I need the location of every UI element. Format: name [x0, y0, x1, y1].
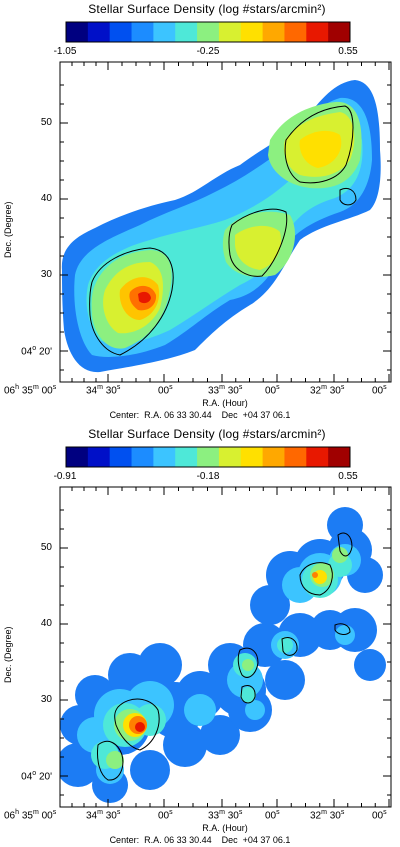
colorbar-swatch [153, 447, 176, 467]
colorbar [65, 21, 351, 43]
density-field [61, 80, 381, 373]
colorbar-swatch [262, 22, 285, 42]
colorbar-swatch [131, 447, 154, 467]
colorbar-tick-label: -0.25 [196, 46, 220, 57]
y-tick-label: 30 [40, 269, 52, 280]
colorbar [65, 446, 351, 468]
colorbar-swatch [240, 447, 264, 467]
axis-ticks [59, 487, 391, 807]
colorbar-swatch [328, 447, 351, 467]
axis-ticks [59, 62, 391, 382]
colorbar-swatch [175, 22, 198, 42]
x-tick-label: 00s [372, 384, 387, 397]
colorbar-swatch [87, 447, 111, 467]
plot-frame [59, 486, 392, 808]
x-tick-label: 34m 30s [86, 384, 121, 397]
plot-frame [59, 61, 392, 383]
x-axis-label: R.A. (Hour) [202, 823, 248, 833]
x-tick-label: 32m 30s [310, 809, 345, 822]
x-tick-label: 00s [265, 809, 280, 822]
colorbar-swatch [306, 447, 329, 467]
colorbar-swatch [109, 447, 133, 467]
colorbar-tick-label: -1.05 [53, 46, 77, 57]
y-tick-label: 04o 20' [21, 345, 52, 358]
colorbar-swatch [218, 22, 242, 42]
colorbar-title: Stellar Surface Density (log #stars/arcm… [88, 427, 326, 441]
colorbar-swatch [218, 447, 242, 467]
y-tick-label: 04o 20' [21, 770, 52, 783]
x-tick-label: 00s [265, 384, 280, 397]
colorbar-swatch [175, 447, 198, 467]
y-tick-label: 30 [40, 694, 52, 705]
colorbar-tick-label: -0.18 [196, 471, 220, 482]
y-tick-label: 50 [40, 117, 52, 128]
colorbar-tick-label: 0.55 [338, 471, 358, 482]
colorbar-tick-label: -0.91 [53, 471, 77, 482]
colorbar-swatch [131, 22, 154, 42]
colorbar-frame [65, 21, 351, 43]
colorbar-swatch [66, 447, 89, 467]
y-tick-label: 50 [40, 542, 52, 553]
colorbar-frame [65, 446, 351, 468]
chart-svg-2 [59, 446, 392, 808]
colorbar-swatch [87, 22, 111, 42]
colorbar-swatch [262, 447, 285, 467]
density-field [60, 507, 386, 803]
x-tick-label: 00s [158, 809, 173, 822]
x-tick-label: 34m 30s [86, 809, 121, 822]
density-map-panel-2: Stellar Surface Density (log #stars/arcm… [0, 425, 400, 845]
x-tick-label: 33m 30s [208, 384, 243, 397]
x-tick-label: 00s [158, 384, 173, 397]
colorbar-title: Stellar Surface Density (log #stars/arcm… [88, 2, 326, 16]
x-axis-label: R.A. (Hour) [202, 398, 248, 408]
chart-svg-1 [59, 21, 392, 383]
colorbar-swatch [306, 22, 329, 42]
colorbar-tick-label: 0.55 [338, 46, 358, 57]
x-tick-label: 06h 35m 00s [4, 809, 57, 822]
colorbar-swatch [109, 22, 133, 42]
colorbar-swatch [240, 22, 264, 42]
density-map-panel-1: Stellar Surface Density (log #stars/arcm… [0, 0, 400, 420]
x-tick-label: 00s [372, 809, 387, 822]
colorbar-swatch [284, 447, 307, 467]
center-coordinates: Center: R.A. 06 33 30.44 Dec +04 37 06.1 [109, 835, 291, 845]
y-axis-label: Dec. (Degree) [3, 626, 13, 683]
y-axis-label: Dec. (Degree) [3, 201, 13, 258]
x-tick-label: 33m 30s [208, 809, 243, 822]
colorbar-swatch [284, 22, 307, 42]
colorbar-swatch [153, 22, 176, 42]
center-coordinates: Center: R.A. 06 33 30.44 Dec +04 37 06.1 [109, 410, 291, 420]
x-tick-label: 06h 35m 00s [4, 384, 57, 397]
x-tick-label: 32m 30s [310, 384, 345, 397]
colorbar-swatch [197, 447, 220, 467]
colorbar-swatch [197, 22, 220, 42]
y-tick-label: 40 [40, 193, 52, 204]
colorbar-swatch [66, 22, 89, 42]
y-tick-label: 40 [40, 618, 52, 629]
colorbar-swatch [328, 22, 351, 42]
